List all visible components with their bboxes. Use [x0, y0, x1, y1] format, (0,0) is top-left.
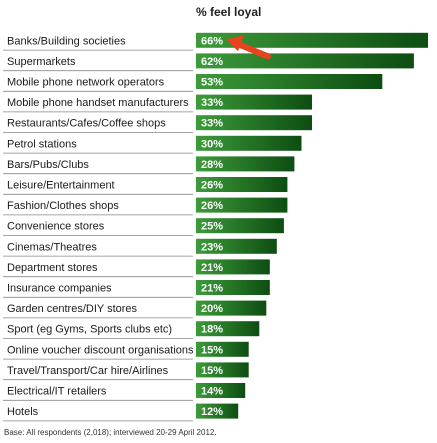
bar: [196, 32, 428, 48]
bar: [196, 156, 295, 172]
bar-row-garden-centres-diy-stores: Garden centres/DIY stores 20%: [3, 300, 267, 319]
value-label: 21%: [201, 283, 223, 295]
bar: [196, 300, 267, 316]
value-label: 33%: [201, 118, 223, 130]
bar-row-cinemas-theatres: Cinemas/Theatres 23%: [3, 238, 277, 257]
bar: [196, 94, 312, 110]
category-label: Convenience stores: [7, 221, 105, 233]
value-label: 30%: [201, 138, 223, 150]
bar: [196, 259, 270, 275]
bar: [196, 238, 277, 254]
chart-header: % feel loyal: [196, 5, 261, 19]
value-label: 26%: [201, 180, 223, 192]
bar-row-restaurants-cafes-coffee-shops: Restaurants/Cafes/Coffee shops 33%: [3, 115, 312, 133]
category-label: Sport (eg Gyms, Sports clubs etc): [7, 324, 172, 336]
bar-row-sport-eg-gyms-sports-clubs-etc: Sport (eg Gyms, Sports clubs etc) 18%: [3, 321, 260, 339]
bar-row-supermarkets: Supermarkets 62%: [3, 53, 414, 72]
bar: [196, 74, 383, 89]
category-label: Cinemas/Theatres: [7, 241, 97, 253]
category-label: Mobile phone handset manufacturers: [7, 97, 189, 109]
bar-row-leisure-entertainment: Leisure/Entertainment 26%: [3, 177, 288, 195]
bar: [196, 115, 312, 131]
bar-row-fashion-clothes-shops: Fashion/Clothes shops 26%: [3, 197, 288, 216]
footnote: Base: All respondents (2,018); interview…: [4, 428, 217, 437]
category-label: Bars/Pubs/Clubs: [7, 159, 89, 171]
bar: [196, 280, 270, 295]
arrow-shaft: [233, 40, 271, 60]
bar-row-mobile-phone-network-operators: Mobile phone network operators 53%: [3, 74, 383, 92]
bar-row-hotels: Hotels 12%: [3, 403, 239, 422]
category-label: Leisure/Entertainment: [7, 180, 115, 192]
category-label: Banks/Building societies: [7, 35, 126, 47]
category-label: Travel/Transport/Car hire/Airlines: [7, 365, 169, 377]
category-label: Hotels: [7, 406, 39, 418]
bar: [196, 135, 302, 151]
category-label: Online voucher discount organisations: [7, 344, 194, 356]
bar-row-bars-pubs-clubs: Bars/Pubs/Clubs 28%: [3, 156, 295, 175]
value-label: 53%: [201, 77, 223, 89]
category-label: Fashion/Clothes shops: [7, 200, 119, 212]
bar-row-convenience-stores: Convenience stores 25%: [3, 218, 284, 236]
category-label: Insurance companies: [7, 283, 112, 295]
bar: [196, 321, 260, 337]
value-label: 15%: [201, 365, 223, 377]
annotation-layer: [226, 35, 271, 60]
value-label: 14%: [201, 386, 223, 398]
arrow-head: [226, 35, 244, 52]
value-label: 62%: [201, 56, 223, 68]
bar-row-online-voucher-discount-organisations: Online voucher discount organisations 15%: [3, 341, 249, 360]
value-label: 21%: [201, 262, 223, 274]
value-label: 18%: [201, 324, 223, 336]
bar-row-travel-transport-car-hire-airlines: Travel/Transport/Car hire/Airlines 15%: [3, 362, 249, 381]
value-label: 12%: [201, 406, 223, 418]
category-label: Supermarkets: [7, 56, 76, 68]
bar-row-petrol-stations: Petrol stations 30%: [3, 135, 302, 154]
bar: [196, 362, 249, 378]
value-label: 28%: [201, 159, 223, 171]
value-label: 66%: [201, 35, 223, 47]
bar: [196, 341, 249, 357]
bar-row-electrical-it-retailers: Electrical/IT retailers 14%: [3, 383, 246, 401]
bar: [196, 403, 239, 419]
bar-row-insurance-companies: Insurance companies 21%: [3, 280, 270, 298]
chart-rows: Banks/Building societies 66% Supermarkets 6…: [3, 32, 428, 422]
category-label: Petrol stations: [7, 138, 77, 150]
bar-row-department-stores: Department stores 21%: [3, 259, 270, 278]
category-label: Electrical/IT retailers: [7, 386, 107, 398]
bar: [196, 197, 288, 213]
value-label: 26%: [201, 200, 223, 212]
value-label: 23%: [201, 241, 223, 253]
value-label: 20%: [201, 303, 223, 315]
value-label: 25%: [201, 221, 223, 233]
bar: [196, 218, 284, 234]
bar-row-mobile-phone-handset-manufacturers: Mobile phone handset manufacturers 33%: [3, 94, 312, 113]
category-label: Department stores: [7, 262, 98, 274]
bar-row-banks-building-societies: Banks/Building societies 66%: [3, 32, 428, 51]
value-label: 15%: [201, 344, 223, 356]
value-label: 33%: [201, 97, 223, 109]
category-label: Garden centres/DIY stores: [7, 303, 138, 315]
bar: [196, 383, 246, 398]
bar: [196, 53, 414, 69]
bar: [196, 177, 288, 192]
category-label: Restaurants/Cafes/Coffee shops: [7, 118, 166, 130]
category-label: Mobile phone network operators: [7, 77, 165, 89]
